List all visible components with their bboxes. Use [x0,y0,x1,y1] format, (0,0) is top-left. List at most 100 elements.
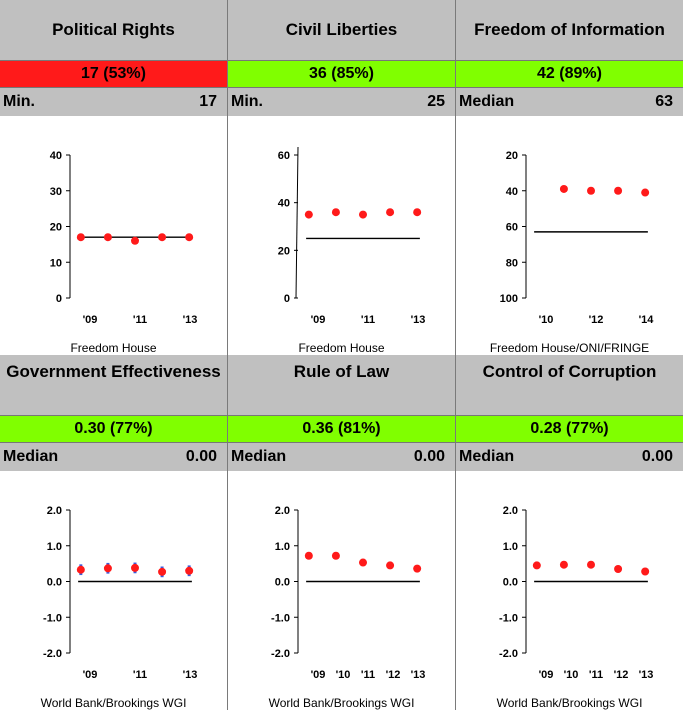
stat-label: Median [231,448,287,465]
y-tick-label: 2.0 [47,505,62,517]
stat-value: 17 [199,93,217,110]
y-tick-label: -1.0 [499,612,518,624]
x-tick-label: '11 [589,669,603,681]
y-tick-label: 60 [278,150,290,162]
data-point [359,558,367,567]
chart: 2.0 1.0 0.0 -1.0 -2.0 '09 '10 '11 '12 '13 [499,505,654,681]
data-point [331,208,340,217]
source-label: World Bank/Brookings WGI [268,696,415,710]
stat-value: 0.00 [413,448,445,465]
panel-title: Control of Corruption [456,355,683,415]
score-badge: 42 (89%) [456,60,683,88]
data-point [532,561,541,570]
panel-control-of-corruption: Control of Corruption 0.28 (77%) Median 0.0… [456,355,683,710]
panel-government-effectiveness: Government Effectiveness 0.30 (77%) Median… [0,355,227,710]
data-point [158,567,167,576]
x-tick-label: '11 [133,314,147,326]
y-tick-label: 1.0 [275,541,290,553]
chart: 20 40 60 80 100 '10 '12 '14 [500,150,655,326]
stat-row: Median 0.00 [228,443,455,471]
panel-title: Civil Liberties [228,0,455,60]
y-tick-label: 1.0 [503,541,518,553]
panel-title: Rule of Law [228,355,455,415]
y-tick-label: 40 [50,150,62,162]
x-tick-label: '09 [539,669,554,681]
chart: 2.0 1.0 0.0 -1.0 -2.0 '09 '10 '11 '12 '13 [271,505,426,681]
x-tick-label: '09 [83,669,98,681]
x-tick-label: '10 [564,669,579,681]
stat-value: 63 [655,93,673,110]
x-tick-label: '10 [336,669,351,681]
y-tick-label: 0 [284,293,290,305]
x-tick-label: '12 [386,669,401,681]
stat-label: Median [459,93,515,110]
y-axis-line [295,146,299,299]
y-tick-label: 0.0 [503,577,518,589]
source-label: Freedom House [298,341,385,355]
y-tick-label: -2.0 [271,648,290,660]
x-tick-label: '09 [83,314,98,326]
panel-rule-of-law: Rule of Law 0.36 (81%) Median 0.00 2.0 1.0 0.0… [228,355,455,710]
y-tick-label: -2.0 [43,648,62,660]
column-divider [455,0,456,710]
y-tick-label: 80 [506,257,518,269]
panel-title: Freedom of Information [456,0,683,60]
panel-title: Government Effectiveness [0,355,227,415]
source-label: World Bank/Brookings WGI [496,696,643,710]
y-tick-label: 0.0 [47,577,62,589]
x-tick-label: '09 [311,314,326,326]
y-tick-label: 30 [50,186,62,198]
y-tick-label: 1.0 [47,541,62,553]
panel-freedom-of-information: Freedom of Information 42 (89%) Median 63 20… [456,0,683,355]
data-point [587,186,595,195]
score-badge: 36 (85%) [228,60,455,88]
x-tick-label: '11 [361,314,375,326]
data-point [641,567,650,576]
panel-political-rights: Political Rights 17 (53%) Min. 17 40 30 20 10 0 '… [0,0,227,355]
y-tick-label: 2.0 [503,505,518,517]
data-point [103,564,112,573]
stat-row: Min. 17 [0,88,227,116]
x-tick-label: '10 [539,314,554,326]
data-point [185,233,194,242]
data-point [386,561,395,570]
score-badge: 0.30 (77%) [0,415,227,443]
chart: 40 30 20 10 0 '09 '11 '13 [50,150,198,326]
data-point [185,566,194,575]
x-tick-label: '13 [183,669,198,681]
data-point [559,184,568,193]
stat-row: Median 63 [456,88,683,116]
score-badge: 17 (53%) [0,60,227,88]
y-tick-label: 0 [56,293,62,305]
x-tick-label: '13 [411,669,426,681]
x-tick-label: '11 [361,669,375,681]
score-badge: 0.28 (77%) [456,415,683,443]
stat-label: Median [459,448,515,465]
y-tick-label: 40 [278,198,290,210]
y-tick-label: 60 [506,222,518,234]
column-divider [227,0,228,710]
chart: 2.0 1.0 0.0 -1.0 -2.0 '09 '11 '13 [43,505,198,681]
data-point [614,186,623,195]
data-point [587,560,595,569]
stat-label: Median [3,448,59,465]
y-tick-label: -2.0 [499,648,518,660]
chart: 60 40 20 0 '09 '11 '13 [278,146,425,326]
stat-row: Min. 25 [228,88,455,116]
x-tick-label: '09 [311,669,326,681]
data-point [559,560,568,569]
data-point [76,233,85,242]
x-tick-label: '13 [639,669,654,681]
x-tick-label: '11 [133,669,147,681]
score-badge: 0.36 (81%) [228,415,455,443]
panel-title: Political Rights [0,0,227,60]
stat-row: Median 0.00 [456,443,683,471]
y-tick-label: -1.0 [43,612,62,624]
data-point [158,233,167,242]
data-point [131,236,139,245]
data-point [304,551,313,560]
data-point [331,551,340,560]
y-tick-label: 2.0 [275,505,290,517]
data-point [614,564,623,573]
y-tick-label: 20 [50,222,62,234]
